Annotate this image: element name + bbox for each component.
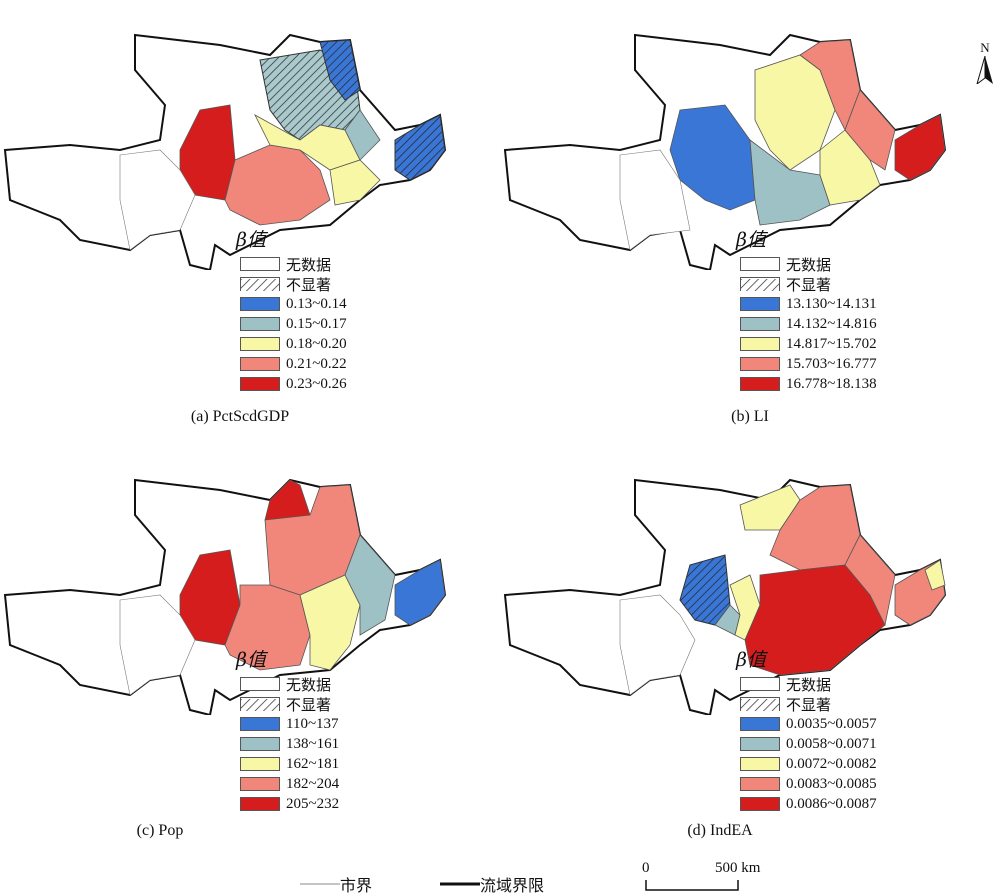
legend-class-3: 14.817~15.702: [786, 335, 877, 352]
legend-class-5: 0.23~0.26: [286, 375, 347, 392]
legend-c: β值 无数据 不显著 110~137 138~161 162~181 182~2…: [236, 645, 340, 814]
scale-end: 500 km: [715, 860, 761, 876]
legend-basin-boundary: 流域界限: [440, 872, 544, 896]
legend-class-2: 0.15~0.17: [286, 315, 347, 332]
legend-class-5: 16.778~18.138: [786, 375, 877, 392]
caption-d: (d) IndEA: [687, 822, 753, 839]
legend-class-1: 110~137: [286, 715, 339, 732]
legend-class-1: 0.0035~0.0057: [786, 715, 877, 732]
panel-b: β值 无数据 不显著 13.130~14.131 14.132~14.816 1…: [500, 0, 1000, 445]
legend-class-3: 0.18~0.20: [286, 335, 347, 352]
legend-class-2: 138~161: [286, 735, 340, 752]
panel-a: β值 无数据 不显著 0.13~0.14 0.15~0.17 0.18~0.20…: [0, 0, 500, 445]
legend-b: β值 无数据 不显著 13.130~14.131 14.132~14.816 1…: [736, 225, 877, 394]
legend-title: β值: [236, 649, 266, 671]
legend-nodata: 无数据: [286, 677, 332, 694]
legend-title: β值: [736, 649, 766, 671]
legend-class-3: 0.0072~0.0082: [786, 755, 877, 772]
scale-start: 0: [642, 860, 650, 876]
map-li: [503, 33, 947, 270]
legend-class-1: 0.13~0.14: [286, 295, 347, 312]
city-boundary-label: 市界: [340, 878, 373, 895]
legend-d: β值 无数据 不显著 0.0035~0.0057 0.0058~0.0071 0…: [736, 645, 877, 814]
legend-nodata: 无数据: [786, 677, 832, 694]
legend-class-4: 15.703~16.777: [786, 355, 877, 372]
north-label: N: [980, 40, 990, 55]
legend-insignificant: 不显著: [786, 277, 832, 294]
panel-c: β值 无数据 不显著 110~137 138~161 162~181 182~2…: [0, 445, 500, 890]
legend-class-5: 0.0086~0.0087: [786, 795, 877, 812]
map-indea: [503, 478, 947, 715]
legend-city-boundary: 市界: [300, 872, 372, 896]
caption-c: (c) Pop: [136, 822, 184, 839]
panel-d: β值 无数据 不显著 0.0035~0.0057 0.0058~0.0071 0…: [500, 445, 1000, 890]
caption-a: (a) PctScdGDP: [190, 408, 290, 425]
legend-class-2: 14.132~14.816: [786, 315, 877, 332]
scale-bar: 0 500 km: [640, 858, 780, 894]
legend-title: β值: [736, 229, 766, 251]
legend-class-4: 182~204: [286, 775, 340, 792]
legend-insignificant: 不显著: [286, 277, 332, 294]
legend-class-1: 13.130~14.131: [786, 295, 877, 312]
north-arrow-icon: N: [972, 40, 998, 90]
legend-class-3: 162~181: [286, 755, 340, 772]
legend-insignificant: 不显著: [286, 697, 332, 714]
legend-class-4: 0.0083~0.0085: [786, 775, 877, 792]
caption-b: (b) LI: [731, 408, 769, 425]
legend-class-4: 0.21~0.22: [286, 355, 347, 372]
map-pctscdgdp: [3, 33, 447, 270]
legend-a: β值 无数据 不显著 0.13~0.14 0.15~0.17 0.18~0.20…: [236, 225, 347, 394]
legend-insignificant: 不显著: [786, 697, 832, 714]
legend-nodata: 无数据: [286, 257, 332, 274]
legend-class-2: 0.0058~0.0071: [786, 735, 877, 752]
legend-nodata: 无数据: [786, 257, 832, 274]
legend-title: β值: [236, 229, 266, 251]
basin-boundary-label: 流域界限: [480, 878, 545, 895]
legend-class-5: 205~232: [286, 795, 340, 812]
map-pop: [3, 478, 447, 715]
